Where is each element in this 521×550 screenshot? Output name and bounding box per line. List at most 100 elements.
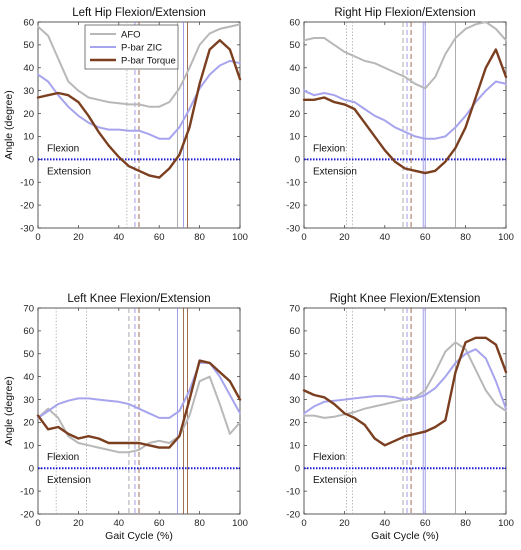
extension-label: Extension bbox=[47, 166, 91, 177]
legend: AFO P-bar ZIC P-bar Torque bbox=[84, 24, 179, 70]
y-tick-label: 10 bbox=[23, 441, 34, 452]
x-tick-label: 0 bbox=[301, 232, 306, 243]
y-tick-label: -10 bbox=[20, 486, 34, 497]
y-tick-label: 0 bbox=[29, 155, 34, 166]
legend-entry: P-bar Torque bbox=[121, 55, 176, 66]
y-tick-label: -20 bbox=[286, 200, 300, 211]
series-line-afo bbox=[303, 21, 507, 90]
panel-1: Left Hip Flexion/Extension -30 -20 -10 0 10 20… bbox=[3, 7, 248, 243]
y-tick-label: 20 bbox=[289, 109, 300, 120]
y-axis-label: Angle (degree) bbox=[3, 90, 15, 159]
y-tick-label: 50 bbox=[289, 40, 300, 51]
y-tick-label: -20 bbox=[20, 200, 34, 211]
y-tick-label: 20 bbox=[23, 109, 34, 120]
y-tick-label: 70 bbox=[23, 303, 34, 314]
panel-title: Left Knee Flexion/Extension bbox=[67, 293, 210, 305]
y-tick-label: -30 bbox=[286, 223, 300, 234]
y-tick-label: 40 bbox=[289, 63, 300, 74]
y-tick-label: 30 bbox=[23, 86, 34, 97]
extension-label: Extension bbox=[313, 166, 357, 177]
y-tick-label: 60 bbox=[289, 17, 300, 28]
x-tick-label: 100 bbox=[498, 518, 514, 529]
series-line-afo bbox=[37, 375, 241, 454]
x-tick-label: 0 bbox=[35, 518, 40, 529]
y-tick-label: 40 bbox=[23, 372, 34, 383]
y-tick-label: 20 bbox=[289, 418, 300, 429]
y-tick-label: -30 bbox=[20, 223, 34, 234]
x-tick-label: 60 bbox=[420, 518, 431, 529]
y-tick-label: 60 bbox=[23, 17, 34, 28]
y-tick-label: -20 bbox=[20, 509, 34, 520]
x-axis-label: Gait Cycle (%) bbox=[371, 530, 439, 542]
panel-title: Right Knee Flexion/Extension bbox=[330, 293, 481, 305]
x-tick-label: 60 bbox=[154, 518, 165, 529]
flexion-label: Flexion bbox=[47, 143, 79, 154]
series-line-torque bbox=[36, 39, 242, 179]
y-tick-label: -10 bbox=[286, 178, 300, 189]
series-line-torque bbox=[302, 48, 508, 175]
legend-entry: AFO bbox=[121, 29, 141, 40]
y-tick-label: 40 bbox=[289, 372, 300, 383]
x-tick-label: 60 bbox=[154, 232, 165, 243]
y-tick-label: 40 bbox=[23, 63, 34, 74]
y-tick-label: 50 bbox=[23, 349, 34, 360]
y-tick-label: 0 bbox=[295, 155, 300, 166]
flexion-label: Flexion bbox=[47, 452, 79, 463]
y-tick-label: 20 bbox=[23, 418, 34, 429]
x-tick-label: 80 bbox=[194, 518, 205, 529]
y-axis-label: Angle (degree) bbox=[3, 376, 15, 445]
x-tick-label: 40 bbox=[380, 518, 391, 529]
series-line-zic bbox=[303, 348, 507, 415]
x-tick-label: 100 bbox=[232, 518, 248, 529]
series-line-afo bbox=[37, 23, 241, 108]
y-tick-label: -20 bbox=[286, 509, 300, 520]
x-tick-label: 20 bbox=[339, 518, 350, 529]
plot-frame bbox=[303, 307, 507, 515]
x-tick-label: 100 bbox=[232, 232, 248, 243]
y-tick-label: 10 bbox=[289, 132, 300, 143]
x-tick-label: 40 bbox=[114, 518, 125, 529]
y-tick-label: 10 bbox=[23, 132, 34, 143]
y-tick-label: 30 bbox=[23, 395, 34, 406]
y-tick-label: 30 bbox=[289, 86, 300, 97]
legend-entry: P-bar ZIC bbox=[121, 42, 162, 53]
x-tick-label: 40 bbox=[114, 232, 125, 243]
y-tick-label: 30 bbox=[289, 395, 300, 406]
x-tick-label: 20 bbox=[73, 232, 84, 243]
y-tick-label: -10 bbox=[286, 486, 300, 497]
x-tick-label: 40 bbox=[380, 232, 391, 243]
series-line-torque bbox=[302, 336, 508, 447]
y-tick-label: 50 bbox=[23, 40, 34, 51]
y-tick-label: 50 bbox=[289, 349, 300, 360]
x-tick-label: 60 bbox=[420, 232, 431, 243]
x-tick-label: 100 bbox=[498, 232, 514, 243]
y-tick-label: -10 bbox=[20, 178, 34, 189]
x-tick-label: 20 bbox=[339, 232, 350, 243]
panel-4: Right Knee Flexion/Extension -20 -10 0 10 20 3… bbox=[286, 293, 514, 542]
plot-frame bbox=[303, 21, 507, 229]
x-tick-label: 0 bbox=[301, 518, 306, 529]
x-tick-label: 20 bbox=[73, 518, 84, 529]
y-tick-label: 0 bbox=[29, 464, 34, 475]
y-tick-label: 70 bbox=[289, 303, 300, 314]
panel-title: Right Hip Flexion/Extension bbox=[334, 7, 475, 19]
panel-title: Left Hip Flexion/Extension bbox=[72, 7, 206, 19]
extension-label: Extension bbox=[313, 475, 357, 486]
y-tick-label: 10 bbox=[289, 441, 300, 452]
x-tick-label: 80 bbox=[194, 232, 205, 243]
flexion-label: Flexion bbox=[313, 143, 345, 154]
y-tick-label: 0 bbox=[295, 464, 300, 475]
panel-3: Left Knee Flexion/Extension -20 -10 0 10 20 30… bbox=[3, 293, 248, 542]
extension-label: Extension bbox=[47, 475, 91, 486]
x-axis-label: Gait Cycle (%) bbox=[105, 530, 173, 542]
series-line-zic bbox=[37, 59, 241, 140]
y-tick-label: 60 bbox=[289, 326, 300, 337]
x-tick-label: 0 bbox=[35, 232, 40, 243]
x-tick-label: 80 bbox=[460, 232, 471, 243]
flexion-label: Flexion bbox=[313, 452, 345, 463]
series-line-torque bbox=[36, 359, 242, 449]
y-tick-label: 60 bbox=[23, 326, 34, 337]
panel-2: Right Hip Flexion/Extension -30 -20 -10 0 10 2… bbox=[286, 7, 514, 243]
x-tick-label: 80 bbox=[460, 518, 471, 529]
